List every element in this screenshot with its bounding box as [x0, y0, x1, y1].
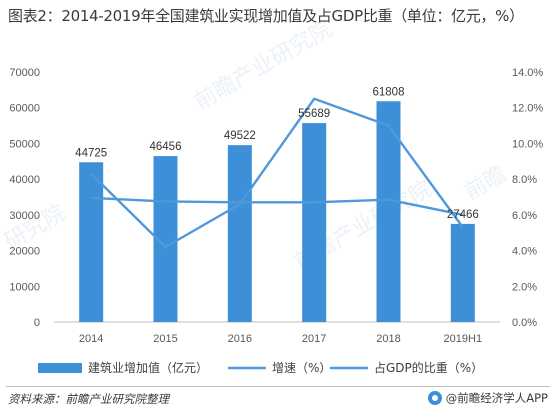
- y-right-tick-label: 2.0%: [512, 281, 537, 293]
- bar: [227, 145, 252, 322]
- bar-value-label: 49522: [224, 130, 256, 142]
- bar: [79, 162, 104, 322]
- y-right-tick-label: 14.0%: [512, 67, 543, 79]
- y-left-tick-label: 10000: [9, 281, 40, 293]
- y-left-tick-label: 50000: [9, 138, 40, 150]
- gdp-share-line: [91, 196, 464, 217]
- y-right-tick-label: 0.0%: [512, 317, 537, 329]
- legend-swatch-bar: [38, 363, 82, 373]
- x-tick-label: 2017: [302, 333, 326, 345]
- legend-label: 占GDP的比重（%）: [374, 360, 483, 375]
- y-left-tick-label: 30000: [9, 210, 40, 222]
- chart-title: 图表2：2014-2019年全国建筑业实现增加值及占GDP比重（单位：亿元，%）: [8, 7, 524, 25]
- legend-label: 建筑业增加值（亿元）: [88, 360, 208, 375]
- brand-credit: @前瞻经济学人APP: [427, 390, 548, 406]
- brand-text: @前瞻经济学人APP: [445, 391, 548, 405]
- x-tick-label: 2018: [376, 333, 400, 345]
- legend-label: 增速（%）: [272, 361, 331, 375]
- watermark-layer: 前瞻产业研究院 前瞻产业研究院 研究院 前瞻: [1, 17, 512, 276]
- source-note: 资料来源：前瞻产业研究院整理: [8, 392, 169, 406]
- y-left-tick-label: 60000: [9, 103, 40, 115]
- bar: [376, 101, 401, 322]
- y-left-tick-label: 70000: [9, 67, 40, 79]
- y-left-tick-label: 20000: [9, 246, 40, 258]
- y-right-tick-label: 6.0%: [512, 210, 537, 222]
- y-right-tick-label: 10.0%: [512, 138, 543, 150]
- x-tick-label: 2016: [228, 333, 252, 345]
- bar: [302, 123, 327, 322]
- growth-rate-line: [90, 97, 464, 249]
- bar: [450, 223, 475, 322]
- y-right-tick-label: 12.0%: [512, 103, 543, 115]
- brand-logo-icon: [427, 391, 442, 405]
- x-tick-label: 2019H1: [444, 333, 483, 345]
- watermark: 前瞻产业研究院: [191, 17, 337, 116]
- bar-value-label: 46456: [150, 141, 182, 153]
- bar-value-label: 55689: [298, 108, 330, 120]
- y-right-tick-label: 8.0%: [512, 174, 537, 186]
- footer-divider: [6, 386, 550, 387]
- x-tick-label: 2014: [79, 333, 103, 345]
- bar-value-label: 27466: [447, 209, 479, 221]
- watermark: 前瞻: [461, 162, 512, 206]
- x-tick-label: 2015: [153, 333, 177, 345]
- y-left-tick-label: 0: [34, 317, 40, 329]
- y-left-tick-label: 40000: [9, 174, 40, 186]
- bar-value-label: 61808: [373, 86, 405, 98]
- y-right-tick-label: 4.0%: [512, 246, 537, 258]
- bar-value-label: 44725: [75, 147, 107, 159]
